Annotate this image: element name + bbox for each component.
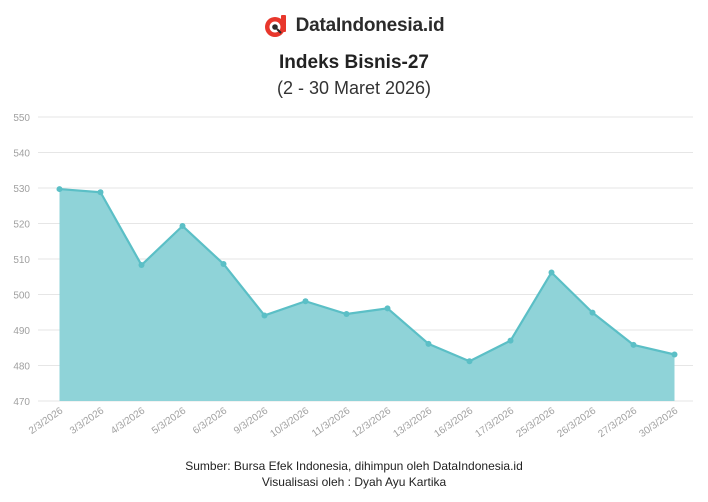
chart-footer: Sumber: Bursa Efek Indonesia, dihimpun o… — [0, 458, 708, 490]
data-point — [97, 189, 104, 196]
x-tick-label: 30/3/2026 — [637, 405, 680, 440]
data-point — [507, 337, 514, 344]
data-point — [466, 358, 473, 365]
x-tick-label: 13/3/2026 — [391, 405, 434, 440]
y-tick-label: 550 — [13, 113, 30, 124]
x-tick-label: 27/3/2026 — [596, 405, 639, 440]
x-tick-label: 25/3/2026 — [514, 405, 557, 440]
x-tick-label: 26/3/2026 — [555, 405, 598, 440]
x-tick-label: 11/3/2026 — [310, 405, 353, 439]
credit-note: Visualisasi oleh : Dyah Ayu Kartika — [261, 475, 447, 489]
x-tick-label: 9/3/2026 — [232, 405, 271, 437]
data-point — [343, 311, 350, 318]
data-point — [630, 341, 637, 348]
data-point — [589, 309, 596, 316]
data-point — [548, 269, 555, 276]
x-tick-label: 3/3/2026 — [68, 405, 107, 437]
y-tick-label: 500 — [13, 291, 30, 302]
x-tick-label: 6/3/2026 — [191, 405, 230, 437]
y-tick-label: 530 — [13, 184, 30, 195]
x-tick-label: 12/3/2026 — [350, 405, 393, 440]
y-tick-label: 470 — [13, 397, 30, 408]
data-point — [671, 351, 678, 358]
brand-logo-icon — [264, 15, 286, 37]
data-point — [302, 298, 309, 305]
y-tick-label: 520 — [13, 220, 30, 231]
brand-name: DataIndonesia.id — [295, 15, 445, 36]
x-tick-label: 16/3/2026 — [432, 405, 475, 440]
x-tick-label: 4/3/2026 — [109, 405, 148, 437]
x-tick-label: 2/3/2026 — [27, 405, 66, 437]
x-tick-label: 17/3/2026 — [473, 405, 516, 440]
chart-title: Indeks Bisnis-27 — [279, 52, 429, 73]
y-tick-label: 490 — [13, 326, 30, 337]
y-tick-label: 510 — [13, 255, 30, 266]
y-tick-label: 480 — [13, 362, 30, 373]
x-tick-label: 5/3/2026 — [150, 405, 189, 437]
data-point — [220, 260, 227, 267]
x-tick-label: 10/3/2026 — [268, 405, 311, 440]
series-line — [59, 187, 675, 363]
data-point — [261, 312, 268, 319]
data-point — [56, 186, 63, 193]
data-point — [138, 262, 145, 269]
brand-header: DataIndonesia.id — [0, 14, 708, 38]
data-point — [425, 340, 432, 347]
chart-subtitle: (2 - 30 Maret 2026) — [276, 78, 432, 98]
data-point — [384, 305, 391, 312]
y-tick-label: 540 — [13, 149, 30, 160]
area-fill — [59, 189, 675, 401]
data-point — [179, 222, 186, 229]
source-note: Sumber: Bursa Efek Indonesia, dihimpun o… — [185, 459, 523, 473]
